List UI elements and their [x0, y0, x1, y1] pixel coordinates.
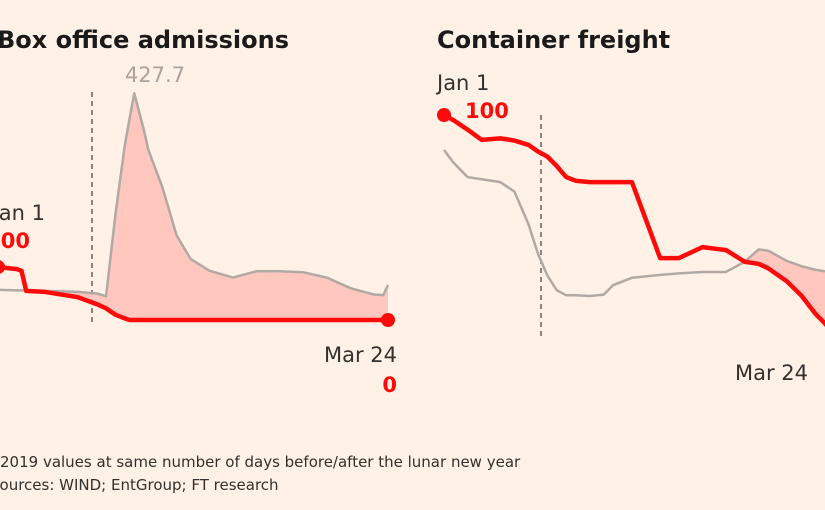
start-label: Jan 1 — [435, 71, 489, 95]
gap-area — [444, 115, 825, 324]
line — [0, 92, 390, 298]
line — [442, 113, 825, 327]
start-label: Jan 1 — [0, 201, 45, 225]
start-dot — [437, 108, 451, 122]
gap-area — [0, 93, 388, 320]
start-value: 100 — [465, 99, 509, 123]
chart-title: Container freight — [437, 26, 670, 54]
source: Sources: WIND; EntGroup; FT research — [0, 476, 279, 494]
end-label: Mar 24 — [735, 361, 808, 385]
footnote: 2019 values at same number of days befor… — [0, 453, 521, 471]
start-value: 100 — [0, 229, 30, 253]
end-label: Mar 24 — [324, 343, 397, 367]
end-value: 0 — [382, 373, 397, 397]
line — [443, 149, 825, 298]
peak-label: 427.7 — [125, 63, 185, 87]
end-dot — [381, 313, 395, 327]
start-dot — [0, 260, 5, 274]
line — [0, 264, 388, 323]
chart-title: Box office admissions — [0, 26, 289, 54]
